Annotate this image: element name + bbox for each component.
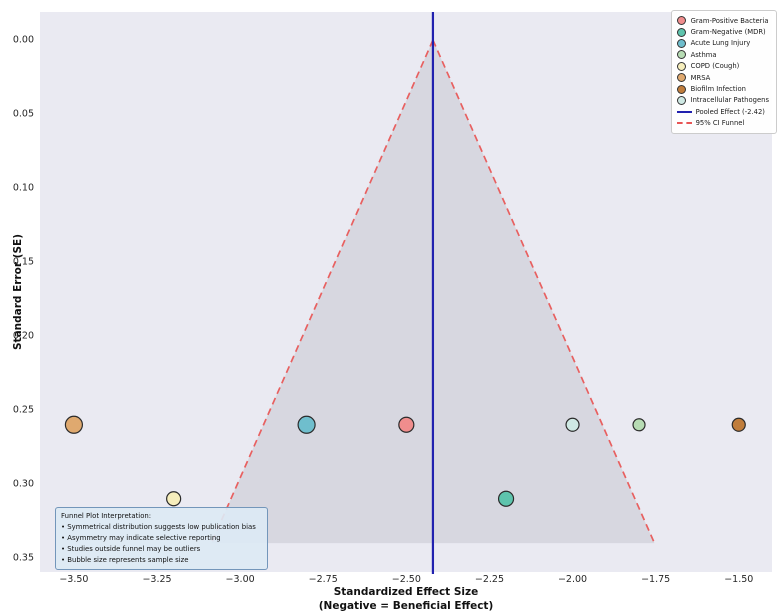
legend-circle-marker-icon [676,61,686,71]
legend-item: Gram-Negative (MDR) [676,26,769,37]
x-tick-label: −3.50 [59,574,89,585]
study-bubble [565,417,580,432]
x-tick-label: −3.00 [225,574,255,585]
note-bullet: • Symmetrical distribution suggests low … [61,523,256,532]
x-tick-label: −2.75 [308,574,338,585]
legend-circle-marker-icon [676,73,686,83]
legend-item: Acute Lung Injury [676,38,769,49]
legend-label: COPD (Cough) [690,62,740,71]
x-axis-title-line1: Standardized Effect Size [333,586,479,598]
x-tick-label: −2.25 [474,574,504,585]
y-axis-title: Standard Error (SE) [12,234,24,351]
legend-dashed-line-icon [676,122,692,125]
legend-item: Asthma [676,49,769,60]
legend-circle-marker-icon [676,84,686,94]
y-tick-label: 0.20 [12,330,34,342]
note-bullet: • Bubble size represents sample size [61,556,189,565]
x-axis-title-line2: (Negative = Beneficial Effect) [318,599,494,612]
legend-item: Biofilm Infection [676,83,769,94]
legend-circle-marker-icon [676,38,686,48]
legend-circle-marker-icon [676,27,686,37]
note-bullet: • Studies outside funnel may be outliers [61,545,201,554]
y-tick-label: 0.10 [12,182,34,194]
legend-circle-marker-icon [676,95,686,105]
legend-label: Gram-Negative (MDR) [690,28,766,37]
legend-label: MRSA [690,73,711,82]
x-axis-ticks: −3.50 −3.25 −3.00 −2.75 −2.50 −2.25 −2.00 −1.75… [40,574,772,586]
legend-label: 95% CI Funnel [695,119,745,128]
y-tick-label: 0.00 [12,34,34,46]
x-tick-label: −3.25 [142,574,172,585]
study-bubble [632,418,646,432]
y-tick-label: 0.25 [12,404,34,416]
study-bubble [166,491,182,507]
y-axis-ticks: 0.00 0.05 0.10 0.15 0.20 0.25 0.30 0.35 [0,12,38,572]
note-title: Funnel Plot Interpretation: [61,512,152,520]
legend-label: Intracellular Pathogens [690,96,769,105]
interpretation-note: Funnel Plot Interpretation: • Symmetrica… [55,507,268,571]
note-bullets: • Symmetrical distribution suggests low … [61,522,262,566]
legend-label: Gram-Positive Bacteria [690,16,769,25]
legend-solid-line-icon [676,110,692,113]
plot-area [40,12,772,574]
study-bubble [64,415,84,434]
legend-item: MRSA [676,72,769,83]
legend-item: COPD (Cough) [676,61,769,72]
study-bubble [297,415,316,434]
chart-canvas [64,12,746,574]
x-axis-title: Standardized Effect Size (Negative = Ben… [40,586,772,613]
legend-item: 95% CI Funnel [676,118,769,129]
x-tick-label: −1.75 [641,574,671,585]
x-tick-label: −2.00 [557,574,588,585]
x-tick-label: −2.50 [391,574,421,585]
note-bullet: • Asymmetry may indicate selective repor… [61,534,221,543]
x-tick-label: −1.50 [724,574,754,585]
y-tick-label: 0.30 [12,478,34,490]
legend-label: Biofilm Infection [690,85,746,94]
legend-label: Asthma [690,50,717,59]
study-bubble [398,416,415,433]
legend-circle-marker-icon [676,50,686,60]
legend: Gram-Positive Bacteria Gram-Negative (MDR… [670,10,777,134]
legend-item: Intracellular Pathogens [676,95,769,106]
y-tick-label: 0.35 [12,552,34,564]
legend-label: Acute Lung Injury [690,39,751,48]
legend-item: Pooled Effect (-2.42) [676,106,769,117]
legend-label: Pooled Effect (-2.42) [695,107,765,116]
y-tick-label: 0.15 [12,256,34,268]
legend-item: Gram-Positive Bacteria [676,15,769,26]
study-bubble [731,417,746,432]
study-bubble [497,490,515,507]
y-tick-label: 0.05 [12,108,34,120]
legend-circle-marker-icon [676,16,686,26]
